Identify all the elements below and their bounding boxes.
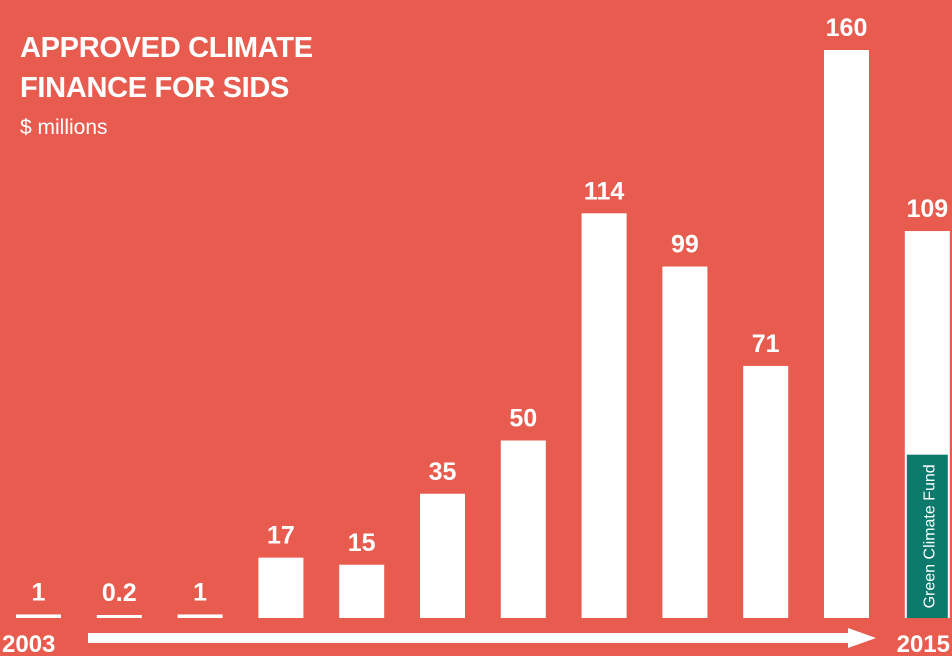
unit-label: $ millions (20, 116, 108, 139)
chart-title-line-2: FINANCE FOR SIDS (20, 72, 290, 104)
bar-2013 (824, 50, 869, 618)
data-label-2009: 50 (509, 405, 537, 433)
bar-2009 (500, 440, 546, 618)
bar-2011 (662, 266, 708, 618)
chart-title: APPROVED CLIMATE FINANCE FOR SIDS (20, 28, 313, 108)
data-label-2005: 1 (193, 578, 207, 606)
data-label-2007: 15 (348, 529, 376, 557)
bar-2006 (258, 557, 304, 618)
bar-2004 (96, 615, 142, 618)
data-label-2008: 35 (429, 458, 457, 486)
data-label-2012: 71 (752, 330, 780, 358)
bar-segment-green-climate-fund (906, 454, 948, 618)
bar-2007 (339, 564, 385, 618)
data-label-2010: 114 (584, 177, 624, 205)
data-label-2014: 109 (906, 195, 948, 223)
data-label-2003: 1 (32, 578, 46, 606)
data-label-2011: 99 (671, 231, 699, 259)
chart-title-line-1: APPROVED CLIMATE (20, 32, 313, 64)
data-label-2006: 17 (267, 522, 295, 550)
bar-2012 (743, 365, 789, 618)
axis-end-label: 2015 (897, 631, 950, 656)
axis-start-label: 2003 (2, 631, 55, 656)
timeline-arrow-head (848, 628, 876, 648)
bar-2008 (420, 493, 465, 618)
bar-2005 (177, 614, 223, 618)
data-label-2004: 0.2 (102, 579, 137, 607)
bar-2010 (581, 213, 627, 619)
data-label-2013: 160 (826, 14, 868, 42)
segment-label: Green Climate Fund (921, 464, 938, 608)
timeline-arrow-shaft (88, 633, 850, 643)
bar-2003 (16, 614, 61, 618)
